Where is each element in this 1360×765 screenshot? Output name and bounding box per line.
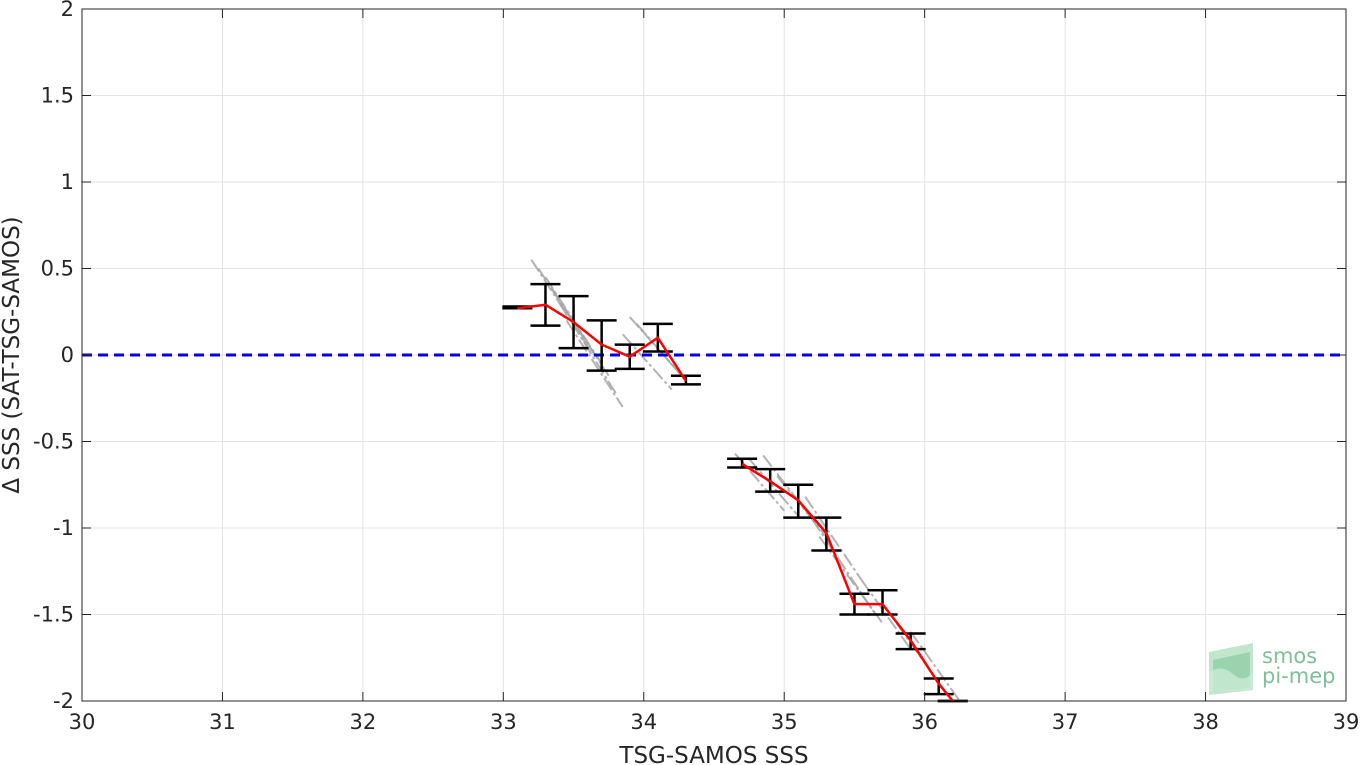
x-tick-label: 35 <box>771 710 798 734</box>
x-tick-label: 32 <box>350 710 377 734</box>
smos-pi-mep-logo: smos pi-mep <box>1209 643 1335 695</box>
gray-scatter <box>530 259 961 702</box>
logo-line2: pi-mep <box>1262 664 1335 688</box>
x-tick-label: 31 <box>209 710 236 734</box>
x-tick-label: 34 <box>630 710 657 734</box>
gray-scatter-trace <box>804 496 863 581</box>
gray-scatter-trace <box>551 288 610 377</box>
gray-scatter-trace <box>635 323 687 382</box>
gray-scatter-trace <box>762 454 814 520</box>
x-tick-label: 39 <box>1333 710 1360 734</box>
logo-line1: smos <box>1262 644 1317 668</box>
tick-labels: 30 31 32 33 34 35 36 37 38 39 -2 -1.5 -1 -0.5 0 0.5 1 1.5… <box>33 0 1359 734</box>
x-tick-label: 37 <box>1052 710 1079 734</box>
y-tick-label: -1.5 <box>33 603 74 627</box>
mean-line <box>741 462 954 702</box>
x-tick-label: 38 <box>1192 710 1219 734</box>
y-tick-label: 2 <box>61 0 74 21</box>
y-tick-label: 1 <box>61 170 74 194</box>
gray-scatter-trace <box>565 319 624 408</box>
gray-scatter-trace <box>909 631 961 702</box>
y-tick-label: -0.5 <box>33 430 74 454</box>
y-tick-label: 1.5 <box>41 84 74 108</box>
x-tick-label: 33 <box>490 710 517 734</box>
y-tick-label: 0 <box>61 343 74 367</box>
mean-line <box>517 303 687 382</box>
y-axis-title: Δ SSS (SAT-TSG-SAMOS) <box>0 216 25 493</box>
axes <box>81 8 1347 702</box>
series <box>502 282 968 703</box>
x-tick-label: 30 <box>69 710 96 734</box>
y-tick-label: -1 <box>53 516 74 540</box>
y-tick-label: -2 <box>53 689 74 713</box>
x-axis-title: TSG-SAMOS SSS <box>618 743 808 765</box>
x-tick-label: 36 <box>911 710 938 734</box>
y-tick-label: 0.5 <box>41 257 74 281</box>
